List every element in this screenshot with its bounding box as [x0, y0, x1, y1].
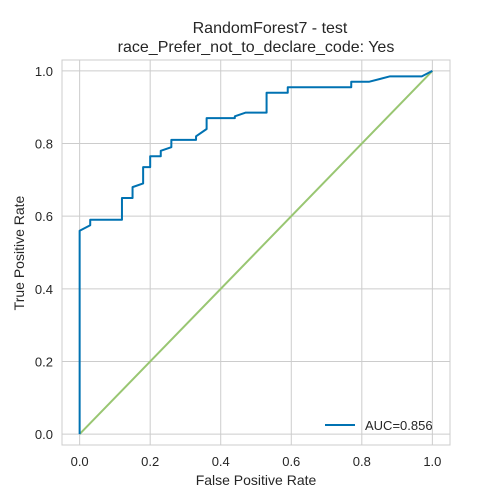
y-tick-label: 0.6 — [35, 209, 53, 224]
chart-subtitle: race_Prefer_not_to_declare_code: Yes — [118, 39, 395, 56]
series-layer — [78, 70, 434, 435]
chart-title: RandomForest7 - test — [193, 20, 348, 37]
roc-curve-line — [78, 70, 433, 435]
x-tick-label: 0.4 — [212, 454, 230, 469]
legend-label: AUC=0.856 — [365, 418, 433, 433]
chance-diagonal-line — [78, 70, 434, 435]
y-tick-label: 0.0 — [35, 427, 53, 442]
y-axis-label: True Positive Rate — [11, 195, 27, 310]
plot-frame — [61, 59, 451, 446]
x-tick-label: 1.0 — [423, 454, 441, 469]
x-tick-label: 0.2 — [141, 454, 159, 469]
x-tick-label: 0.0 — [71, 454, 89, 469]
x-tick-label: 0.8 — [353, 454, 371, 469]
legend: AUC=0.856 — [325, 418, 433, 433]
x-tick-labels: 0.0 0.2 0.4 0.6 0.8 1.0 — [71, 454, 442, 469]
x-axis-label: False Positive Rate — [196, 472, 317, 488]
x-tick-label: 0.6 — [282, 454, 300, 469]
y-tick-label: 0.8 — [35, 137, 53, 152]
grid — [62, 60, 450, 445]
y-tick-label: 1.0 — [35, 64, 53, 79]
y-tick-label: 0.4 — [35, 282, 53, 297]
y-tick-labels: 0.0 0.2 0.4 0.6 0.8 1.0 — [35, 64, 53, 442]
y-tick-label: 0.2 — [35, 354, 53, 369]
